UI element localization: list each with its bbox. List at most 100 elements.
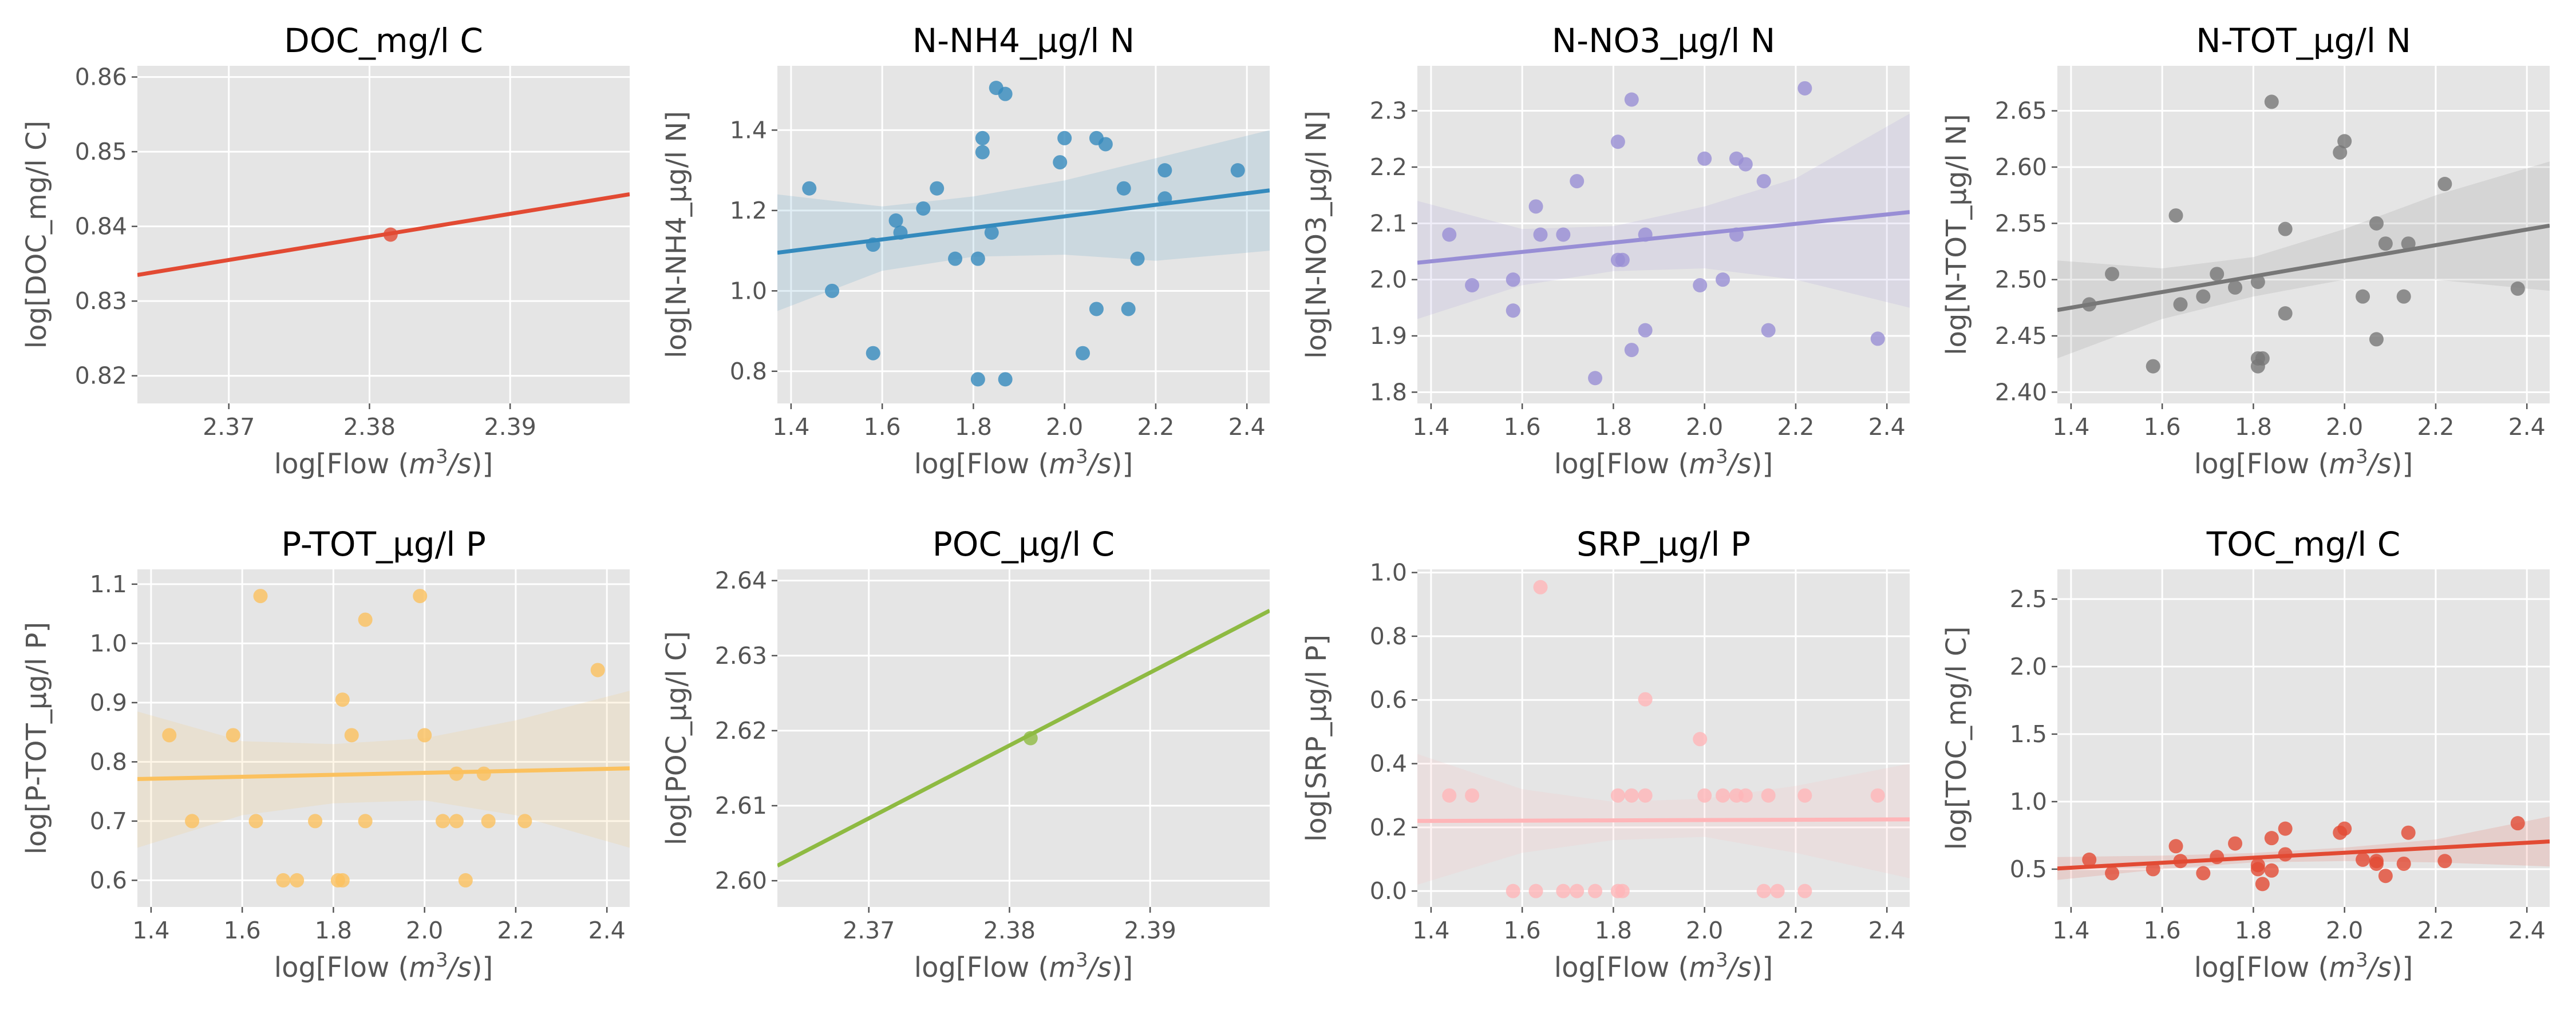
data-point [2369, 856, 2384, 871]
data-point [1570, 884, 1585, 898]
y-tick-label: 2.1 [1370, 209, 1407, 237]
data-point [2146, 862, 2160, 877]
x-tick-label: 2.4 [1228, 413, 1266, 441]
x-axis-label: log[Flow (m3/s)] [2194, 445, 2413, 480]
y-tick-label: 0.82 [75, 362, 127, 390]
y-tick-label: 0.84 [75, 213, 127, 240]
data-point [449, 814, 464, 829]
y-tick-label: 1.0 [2010, 788, 2047, 815]
y-tick-label: 0.8 [730, 358, 767, 385]
x-tick-label: 1.8 [955, 413, 992, 441]
data-point [1057, 130, 1072, 145]
data-point [930, 181, 945, 196]
plot-background [2057, 66, 2550, 403]
x-tick-label: 1.4 [2052, 413, 2089, 441]
data-point [185, 814, 200, 829]
y-tick-label: 2.60 [715, 867, 767, 894]
data-point [248, 814, 263, 829]
y-tick-label: 2.61 [715, 792, 767, 819]
data-point [2369, 332, 2384, 347]
data-point [2401, 236, 2416, 251]
data-point [1716, 272, 1730, 287]
data-point [1797, 81, 1812, 96]
data-point [383, 227, 398, 242]
x-axis-label: log[Flow (m3/s)] [914, 949, 1133, 984]
data-point [1870, 788, 1885, 803]
data-point [335, 873, 350, 888]
data-point [1738, 788, 1753, 803]
data-point [517, 814, 532, 829]
data-point [276, 873, 291, 888]
y-tick-label: 0.8 [90, 748, 127, 775]
x-tick-label: 2.37 [843, 917, 895, 944]
y-tick-label: 0.4 [1370, 750, 1407, 778]
data-point [2210, 267, 2225, 282]
plot-area [777, 81, 1270, 387]
y-axis-label: log[N-TOT_µg/l N] [1941, 114, 1973, 355]
x-tick-label: 2.38 [343, 413, 396, 441]
subplot-title: SRP_µg/l P [1577, 525, 1751, 564]
data-point [2356, 852, 2370, 867]
data-point [888, 213, 903, 228]
y-tick-label: 1.0 [90, 629, 127, 657]
data-point [1761, 788, 1776, 803]
data-point [1638, 323, 1653, 338]
data-point [2264, 94, 2279, 109]
data-point [1465, 788, 1480, 803]
x-tick-label: 1.4 [1412, 413, 1449, 441]
data-point [1442, 227, 1457, 242]
x-tick-label: 1.8 [2235, 917, 2272, 944]
x-tick-label: 1.6 [2144, 413, 2181, 441]
x-axis-label: log[Flow (m3/s)] [274, 445, 493, 480]
y-tick-label: 2.2 [1370, 153, 1407, 181]
x-tick-label: 2.37 [203, 413, 255, 441]
data-point [1770, 884, 1785, 898]
y-tick-label: 0.8 [1370, 623, 1407, 650]
data-point [1556, 884, 1571, 898]
data-point [1556, 227, 1571, 242]
y-tick-label: 1.0 [730, 277, 767, 304]
confidence-band [1417, 113, 1910, 319]
subplot-title: DOC_mg/l C [284, 21, 483, 60]
x-tick-label: 1.6 [2144, 917, 2181, 944]
y-tick-label: 0.6 [1370, 686, 1407, 714]
plot-area [2057, 816, 2550, 892]
y-tick-label: 1.2 [730, 197, 767, 224]
subplot-title: N-NO3_µg/l N [1552, 21, 1775, 60]
data-point [2250, 275, 2265, 290]
data-point [2264, 831, 2279, 846]
data-point [253, 589, 268, 604]
data-point [1697, 788, 1712, 803]
regression-line [2057, 223, 2550, 312]
plot-area [137, 192, 630, 277]
data-point [2168, 208, 2183, 223]
y-axis-label: log[DOC_mg/l C] [21, 121, 53, 348]
data-point [1076, 346, 1091, 360]
data-point [2396, 289, 2411, 304]
x-tick-label: 2.2 [1777, 413, 1814, 441]
y-tick-label: 0.9 [90, 689, 127, 716]
data-point [2337, 821, 2352, 836]
data-point [1506, 884, 1520, 898]
data-point [1588, 371, 1603, 386]
data-point [975, 145, 990, 160]
data-point [1116, 181, 1131, 196]
subplot-1: 2.37 2.38 2.39 0.82 0.83 0.84 0.85 0.86 DOC_mg/l… [21, 21, 630, 480]
data-point [590, 663, 605, 678]
y-tick-label: 1.8 [1370, 378, 1407, 406]
y-axis-label: log[N-NO3_µg/l N] [1301, 110, 1333, 359]
data-point [866, 237, 880, 252]
regression-line [137, 766, 630, 781]
y-tick-label: 0.2 [1370, 814, 1407, 841]
data-point [344, 728, 359, 743]
x-tick-label: 2.4 [1868, 413, 1906, 441]
plot-area [1417, 81, 1910, 386]
y-tick-label: 1.0 [1370, 559, 1407, 587]
y-tick-label: 2.3 [1370, 97, 1407, 125]
data-point [1121, 302, 1136, 316]
x-tick-label: 2.0 [1686, 917, 1723, 944]
x-tick-label: 1.4 [2052, 917, 2089, 944]
data-point [476, 766, 491, 781]
data-point [1465, 278, 1480, 292]
